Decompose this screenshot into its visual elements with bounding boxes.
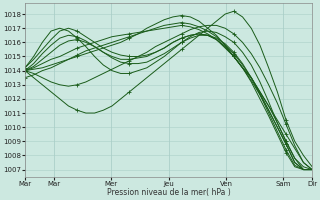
X-axis label: Pression niveau de la mer( hPa ): Pression niveau de la mer( hPa ): [107, 188, 230, 197]
